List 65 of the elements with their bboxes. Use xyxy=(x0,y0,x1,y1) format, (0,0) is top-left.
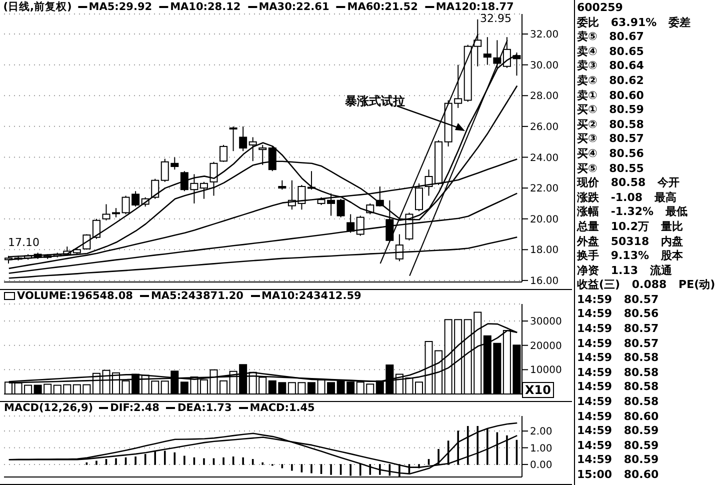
text: 14:59 80.58 xyxy=(577,395,660,410)
text: 14:59 80.59 xyxy=(577,438,660,454)
legend-label: DEA:1.73 xyxy=(176,402,232,414)
y-tick-label: 2.00 xyxy=(530,426,552,438)
legend-label: MA30:22.61 xyxy=(258,1,330,13)
text: 卖③ 80.64 xyxy=(577,59,645,74)
text: 总量 10.2万 量比 xyxy=(577,220,684,234)
text: 买② 80.58 xyxy=(577,118,645,132)
text: 买④ 80.56 xyxy=(577,146,645,162)
text: 委比 63.91% 委差 xyxy=(577,16,692,30)
legend-label: MA120:18.77 xyxy=(434,1,514,13)
text: 14:59 80.57 xyxy=(577,292,660,308)
text: 收益(三) 0.088 PE(动) xyxy=(577,278,716,293)
y-tick-label: 30000 xyxy=(530,316,562,328)
text: 卖① 80.60 xyxy=(577,88,645,104)
text: 外盘 50318 内盘 xyxy=(577,234,684,250)
chart-title: MACD(12,26,9) xyxy=(4,402,94,414)
y-tick-label: 24.00 xyxy=(530,152,559,164)
text: 买⑤ 80.55 xyxy=(577,162,645,176)
text: 14:59 80.60 xyxy=(577,410,660,424)
y-tick-label: 16.00 xyxy=(530,276,559,288)
text: 15:00 80.60 xyxy=(577,468,660,483)
text: 14:59 80.58 xyxy=(577,366,660,380)
chart-title: (日线,前复权) xyxy=(3,1,72,13)
text: 14:59 80.57 xyxy=(577,322,660,337)
y-tick-label: 20.00 xyxy=(530,214,559,226)
text: 卖⑤ 80.67 xyxy=(577,30,645,45)
text: 净资 1.13 流通 xyxy=(577,264,673,278)
text: 涨幅 -1.32% 最低 xyxy=(577,205,688,220)
annotation: 32.95 xyxy=(480,12,512,25)
text: 涨跌 -1.08 最高 xyxy=(577,190,678,206)
y-tick-label: 32.00 xyxy=(530,30,559,41)
y-tick-label: 30.00 xyxy=(530,60,559,72)
y-tick-label: 26.00 xyxy=(530,122,559,133)
y-tick-label: 0.00 xyxy=(530,460,552,472)
text: 卖④ 80.65 xyxy=(577,44,645,60)
y-tick-label: 10000 xyxy=(530,365,562,376)
y-tick-label: 18.00 xyxy=(530,245,559,256)
legend-label: MACD:1.45 xyxy=(248,402,315,414)
annotation: 暴涨式试拉 xyxy=(345,93,405,110)
text: 14:59 80.58 xyxy=(577,351,660,366)
y-tick-label: 1.00 xyxy=(530,443,552,454)
y-tick-label: 20000 xyxy=(530,340,562,352)
text: 600259 xyxy=(577,1,624,16)
y-tick-label: 28.00 xyxy=(530,91,559,102)
legend-label: DIF:2.48 xyxy=(109,402,160,414)
text: X10 xyxy=(522,382,554,398)
legend-label: MA60:21.52 xyxy=(346,1,418,13)
text: 换手 9.13% 股本 xyxy=(577,249,684,264)
y-tick-label: 22.00 xyxy=(530,184,559,195)
text: 14:59 80.59 xyxy=(577,424,660,439)
text: 现价 80.58 今开 xyxy=(577,176,680,191)
legend-label: MA5:29.92 xyxy=(88,1,152,13)
text: 买③ 80.57 xyxy=(577,132,645,147)
legend-label: MA10:243412.59 xyxy=(260,290,362,302)
text: 14:59 80.59 xyxy=(577,453,660,468)
text: 14:59 80.58 xyxy=(577,380,660,396)
text: 卖② 80.62 xyxy=(577,74,645,89)
legend-label: MA10:28.12 xyxy=(169,1,241,13)
text: 14:59 80.57 xyxy=(577,336,660,352)
text: 14:59 80.56 xyxy=(577,307,660,322)
legend-label: VOLUME:196548.08 xyxy=(16,290,133,302)
legend-label: MA5:243871.20 xyxy=(150,290,244,302)
annotation: 17.10 xyxy=(8,236,40,249)
text: 买① 80.59 xyxy=(577,103,645,118)
